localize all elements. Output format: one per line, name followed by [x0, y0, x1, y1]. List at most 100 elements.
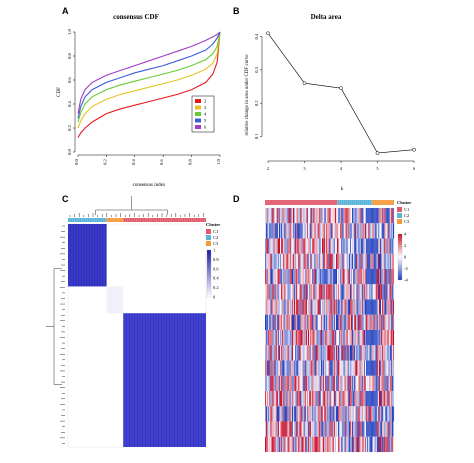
chart-d-cell: [375, 269, 377, 285]
chart-d-cell: [355, 314, 357, 331]
chart-d-cell: [392, 375, 395, 392]
chart-d-cell: [349, 421, 352, 437]
chart-d-cell: [287, 406, 289, 422]
chart-d-cell: [388, 238, 390, 254]
chart-d-cell: [297, 299, 299, 315]
chart-d-cell: [378, 238, 381, 254]
chart-d-cell: [334, 330, 337, 346]
chart-d-cell: [360, 253, 362, 270]
chart-d-cell: [363, 314, 366, 331]
chart-d-cell: [351, 284, 353, 300]
chart-d-cell: [312, 330, 314, 346]
chart-d-cell: [272, 330, 274, 346]
chart-d-cell: [362, 238, 364, 254]
chart-d-cell: [352, 269, 354, 285]
chart-d-cell: [345, 299, 347, 315]
chart-d-cell: [301, 375, 303, 392]
chart-d-cell: [344, 330, 346, 346]
chart-d-cell: [275, 208, 277, 224]
chart-d-cell: [310, 360, 312, 376]
chart-d-cell: [285, 391, 287, 407]
chart-d-cell: [352, 391, 354, 407]
chart-d-cell: [347, 269, 349, 285]
chart-d-cell: [309, 253, 311, 270]
chart-d-cell: [297, 269, 299, 285]
chart-d-cell: [369, 391, 371, 407]
chart-d-cell: [298, 375, 300, 392]
chart-d-cell: [331, 406, 333, 422]
chart-d-cell: [321, 375, 324, 392]
chart-d-cell: [380, 391, 382, 407]
chart-d-cell: [352, 314, 354, 331]
chart-d-cell: [389, 391, 391, 407]
chart-d-cell: [392, 345, 395, 361]
chart-d-cell: [343, 238, 345, 254]
chart-d-cell: [268, 253, 270, 270]
chart-d-cell: [357, 269, 359, 285]
chart-d-cell: [265, 375, 267, 392]
chart-d-cell: [354, 238, 356, 254]
chart-d-cell: [390, 284, 392, 300]
chart-d-cell: [386, 436, 388, 453]
chart-d-cell: [319, 345, 321, 361]
chart-d-cell: [325, 436, 327, 453]
chart-d-cell: [310, 314, 312, 331]
chart-d-cell: [351, 299, 353, 315]
chart-d-cell: [266, 269, 268, 285]
chart-d-cell: [325, 345, 327, 361]
chart-d-cell: [291, 269, 294, 285]
chart-d-cell: [369, 421, 371, 437]
chart-d-cell: [360, 299, 362, 315]
chart-d-cell: [298, 238, 300, 254]
chart-d-cell: [382, 436, 384, 453]
chart-d-cell: [348, 360, 350, 376]
chart-d-cell: [276, 223, 278, 239]
chart-d-cell: [347, 360, 349, 376]
chart-d-cell: [372, 238, 374, 254]
chart-d-cell: [319, 436, 321, 453]
chart-d-cell: [285, 406, 287, 422]
chart-d-cell: [283, 406, 285, 422]
chart-d-cell: [280, 314, 282, 331]
chart-d-cell: [339, 208, 341, 224]
chart-d-cell: [371, 375, 373, 392]
chart-d-cell: [389, 269, 391, 285]
chart-d-cell: [282, 406, 284, 422]
chart-d-cell: [291, 253, 294, 270]
chart-d-cell: [374, 406, 376, 422]
chart-d-cell: [370, 284, 372, 300]
chart-d-cell: [382, 421, 384, 437]
chart-d-cell: [308, 284, 310, 300]
chart-d-cell: [271, 330, 273, 346]
chart-d-scale-tick: 0: [404, 255, 407, 260]
chart-d-cell: [290, 299, 292, 315]
chart-d-cell: [339, 253, 341, 270]
chart-d-cell: [287, 223, 289, 239]
chart-d-cell: [335, 208, 338, 224]
chart-d-cell: [274, 314, 276, 331]
chart-d-cell: [298, 253, 300, 270]
chart-d-cell: [286, 375, 288, 392]
chart-d-cell: [366, 391, 368, 407]
chart-d-cell: [272, 421, 274, 437]
chart-d-cell: [376, 314, 378, 331]
chart-d-cell: [385, 253, 387, 270]
chart-d-cell: [291, 208, 294, 224]
chart-d-cell: [349, 391, 352, 407]
chart-d-cell: [304, 314, 306, 331]
chart-d-cell: [303, 345, 305, 361]
chart-d-cell: [271, 314, 273, 331]
chart-d-cell: [370, 406, 372, 422]
chart-c-cluster-annotation: [67, 218, 206, 222]
chart-d-cell: [311, 360, 313, 376]
chart-d-cell: [391, 238, 393, 254]
chart-d-cell: [392, 208, 395, 224]
chart-d-cell: [361, 345, 363, 361]
chart-d-cell: [375, 208, 377, 224]
chart-d-cell: [303, 360, 305, 376]
chart-d-cell: [291, 284, 294, 300]
chart-d-cell: [390, 299, 392, 315]
chart-d-cell: [324, 238, 326, 254]
chart-d-cell: [386, 314, 388, 331]
chart-d-cell: [267, 345, 269, 361]
